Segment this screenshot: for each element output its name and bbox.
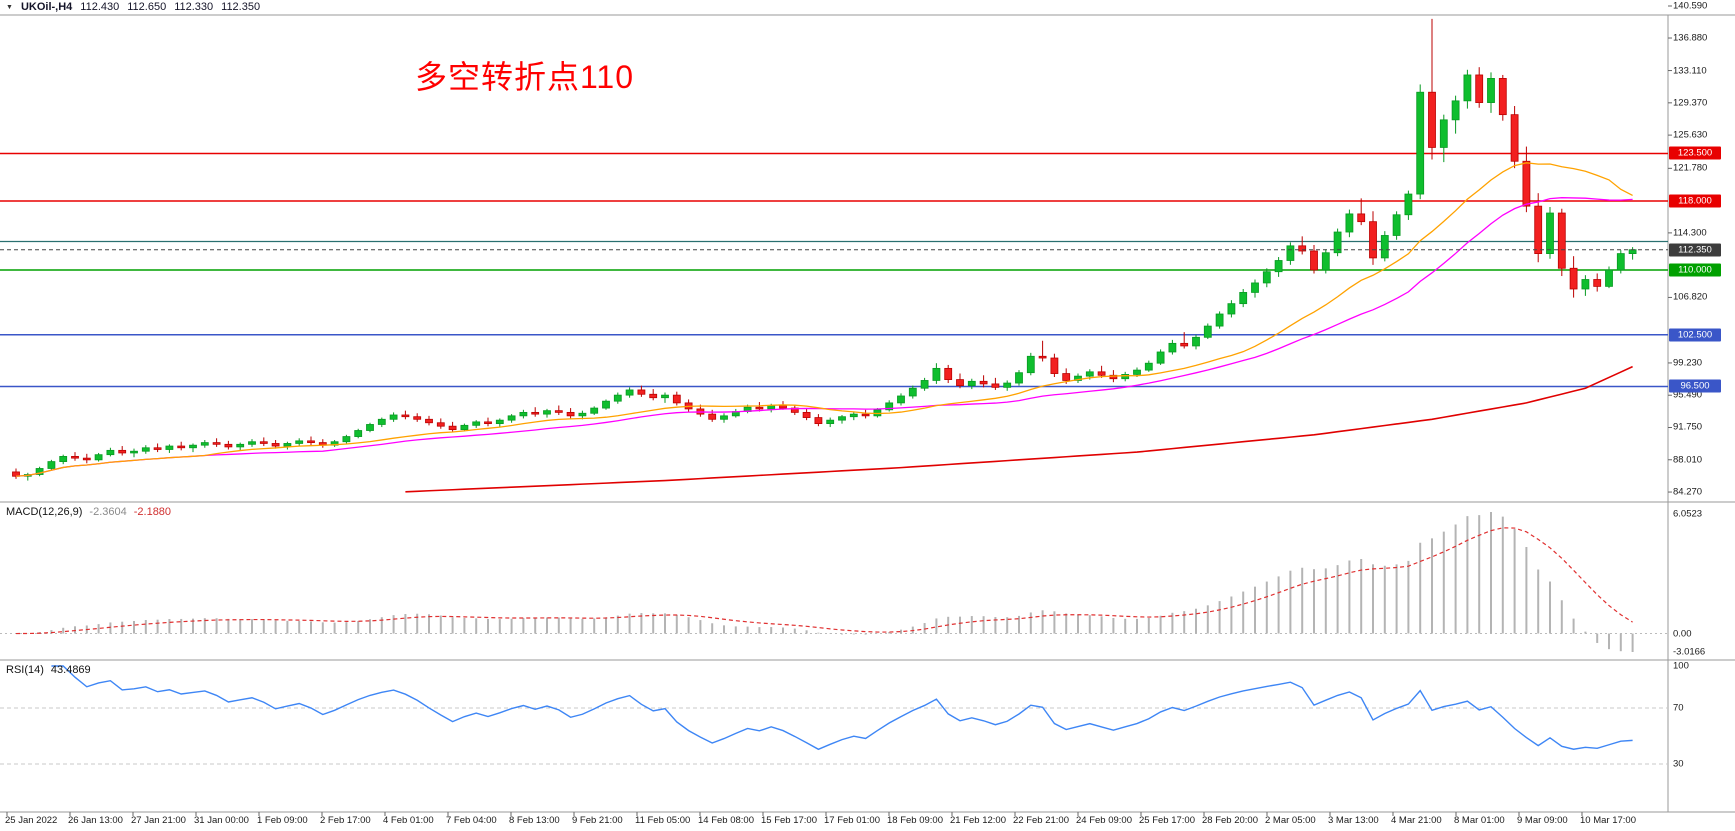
time-axis-label: 25 Jan 2022 xyxy=(5,815,58,826)
price-level-lines[interactable] xyxy=(0,152,1668,388)
time-axis-label: 27 Jan 21:00 xyxy=(131,815,186,826)
time-axis-label: 21 Feb 12:00 xyxy=(950,815,1006,826)
time-axis-label: 24 Feb 09:00 xyxy=(1076,815,1132,826)
price-axis-label: 99.230 xyxy=(1673,357,1703,369)
macd-layer xyxy=(0,512,1668,652)
time-axis-label: 2 Mar 05:00 xyxy=(1265,815,1316,826)
price-level-badge: 96.500 xyxy=(1669,379,1721,393)
price-level-badge: 123.500 xyxy=(1669,146,1721,160)
time-axis-label: 1 Feb 09:00 xyxy=(257,815,308,826)
time-axis-label: 25 Feb 17:00 xyxy=(1139,815,1195,826)
chart-annotation: 多空转折点110 xyxy=(415,59,635,95)
price-axis-label: 106.820 xyxy=(1673,291,1708,303)
rsi-axis-label: 100 xyxy=(1673,660,1689,672)
time-axis-label: 8 Mar 01:00 xyxy=(1454,815,1505,826)
macd-axis-max-label: 6.0523 xyxy=(1673,508,1703,520)
rsi-indicator-name: RSI(14) xyxy=(6,664,44,676)
time-axis-label: 22 Feb 21:00 xyxy=(1013,815,1069,826)
macd-pane-label: MACD(12,26,9) -2.3604 -2.1880 xyxy=(6,506,171,518)
time-axis-label: 31 Jan 00:00 xyxy=(194,815,249,826)
ohlc-high: 112.650 xyxy=(127,1,167,13)
price-axis-label: 95.490 xyxy=(1673,389,1703,401)
time-axis-label: 11 Feb 05:00 xyxy=(635,815,691,826)
time-axis-label: 4 Feb 01:00 xyxy=(383,815,434,826)
rsi-pane-label: RSI(14) 43.4869 xyxy=(6,664,91,676)
price-axis-label: 114.300 xyxy=(1673,227,1707,239)
price-axis-label: 121.780 xyxy=(1673,162,1708,174)
current-price-badge: 112.350 xyxy=(1669,243,1721,257)
rsi-axis-label: 70 xyxy=(1673,702,1684,714)
time-axis-label: 4 Mar 21:00 xyxy=(1391,815,1442,826)
time-axis-label: 2 Feb 17:00 xyxy=(320,815,371,826)
price-axis-label: 91.750 xyxy=(1673,421,1703,433)
chart-header: ▼ UKOil-,H4 112.430 112.650 112.330 112.… xyxy=(6,1,260,13)
time-axis-label: 9 Feb 21:00 xyxy=(572,815,623,826)
symbol-dropdown-icon[interactable]: ▼ xyxy=(6,3,13,11)
price-level-badge: 110.000 xyxy=(1669,263,1721,277)
price-axis-label: 84.270 xyxy=(1673,486,1703,498)
time-axis-label: 18 Feb 09:00 xyxy=(887,815,943,826)
price-level-badge: 118.000 xyxy=(1669,194,1721,208)
time-axis-label: 15 Feb 17:00 xyxy=(761,815,817,826)
rsi-axis-label: 30 xyxy=(1673,758,1684,770)
moving-averages-layer xyxy=(15,162,1633,493)
ohlc-open: 112.430 xyxy=(80,1,120,13)
macd-signal-value: -2.1880 xyxy=(133,506,172,518)
chart-frame xyxy=(0,14,1735,813)
price-axis-label: 133.110 xyxy=(1673,65,1707,77)
macd-axis-min-label: -3.0166 xyxy=(1673,646,1706,658)
price-axis-label: 125.630 xyxy=(1673,129,1708,141)
macd-axis-zero-label: 0.00 xyxy=(1673,628,1692,640)
candles-layer xyxy=(12,18,1637,481)
ohlc-close: 112.350 xyxy=(221,1,261,13)
rsi-layer xyxy=(0,665,1668,765)
time-axis-label: 28 Feb 20:00 xyxy=(1202,815,1258,826)
time-axis-label: 9 Mar 09:00 xyxy=(1517,815,1568,826)
axis-ticks xyxy=(6,5,1672,816)
time-axis-label: 7 Feb 04:00 xyxy=(446,815,497,826)
time-axis-label: 8 Feb 13:00 xyxy=(509,815,560,826)
ohlc-low: 112.330 xyxy=(174,1,214,13)
macd-main-value: -2.3604 xyxy=(89,506,127,518)
symbol-timeframe-label: UKOil-,H4 xyxy=(20,1,73,13)
price-axis-label: 136.880 xyxy=(1673,32,1708,44)
price-level-badge: 102.500 xyxy=(1669,328,1721,342)
price-axis-label: 140.590 xyxy=(1673,0,1708,12)
macd-indicator-name: MACD(12,26,9) xyxy=(6,506,83,518)
time-axis-label: 10 Mar 17:00 xyxy=(1580,815,1636,826)
time-axis-label: 3 Mar 13:00 xyxy=(1328,815,1379,826)
time-axis-label: 17 Feb 01:00 xyxy=(824,815,880,826)
rsi-value: 43.4869 xyxy=(50,664,91,676)
price-axis-label: 129.370 xyxy=(1673,97,1708,109)
price-axis-label: 88.010 xyxy=(1673,454,1703,466)
time-axis-label: 26 Jan 13:00 xyxy=(68,815,123,826)
time-axis-label: 14 Feb 08:00 xyxy=(698,815,754,826)
